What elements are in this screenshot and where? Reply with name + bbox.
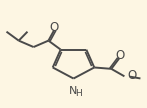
Text: O: O [115,49,124,62]
Text: O: O [128,70,137,83]
Text: H: H [75,89,82,98]
Text: O: O [50,21,59,34]
Text: N: N [69,86,78,96]
